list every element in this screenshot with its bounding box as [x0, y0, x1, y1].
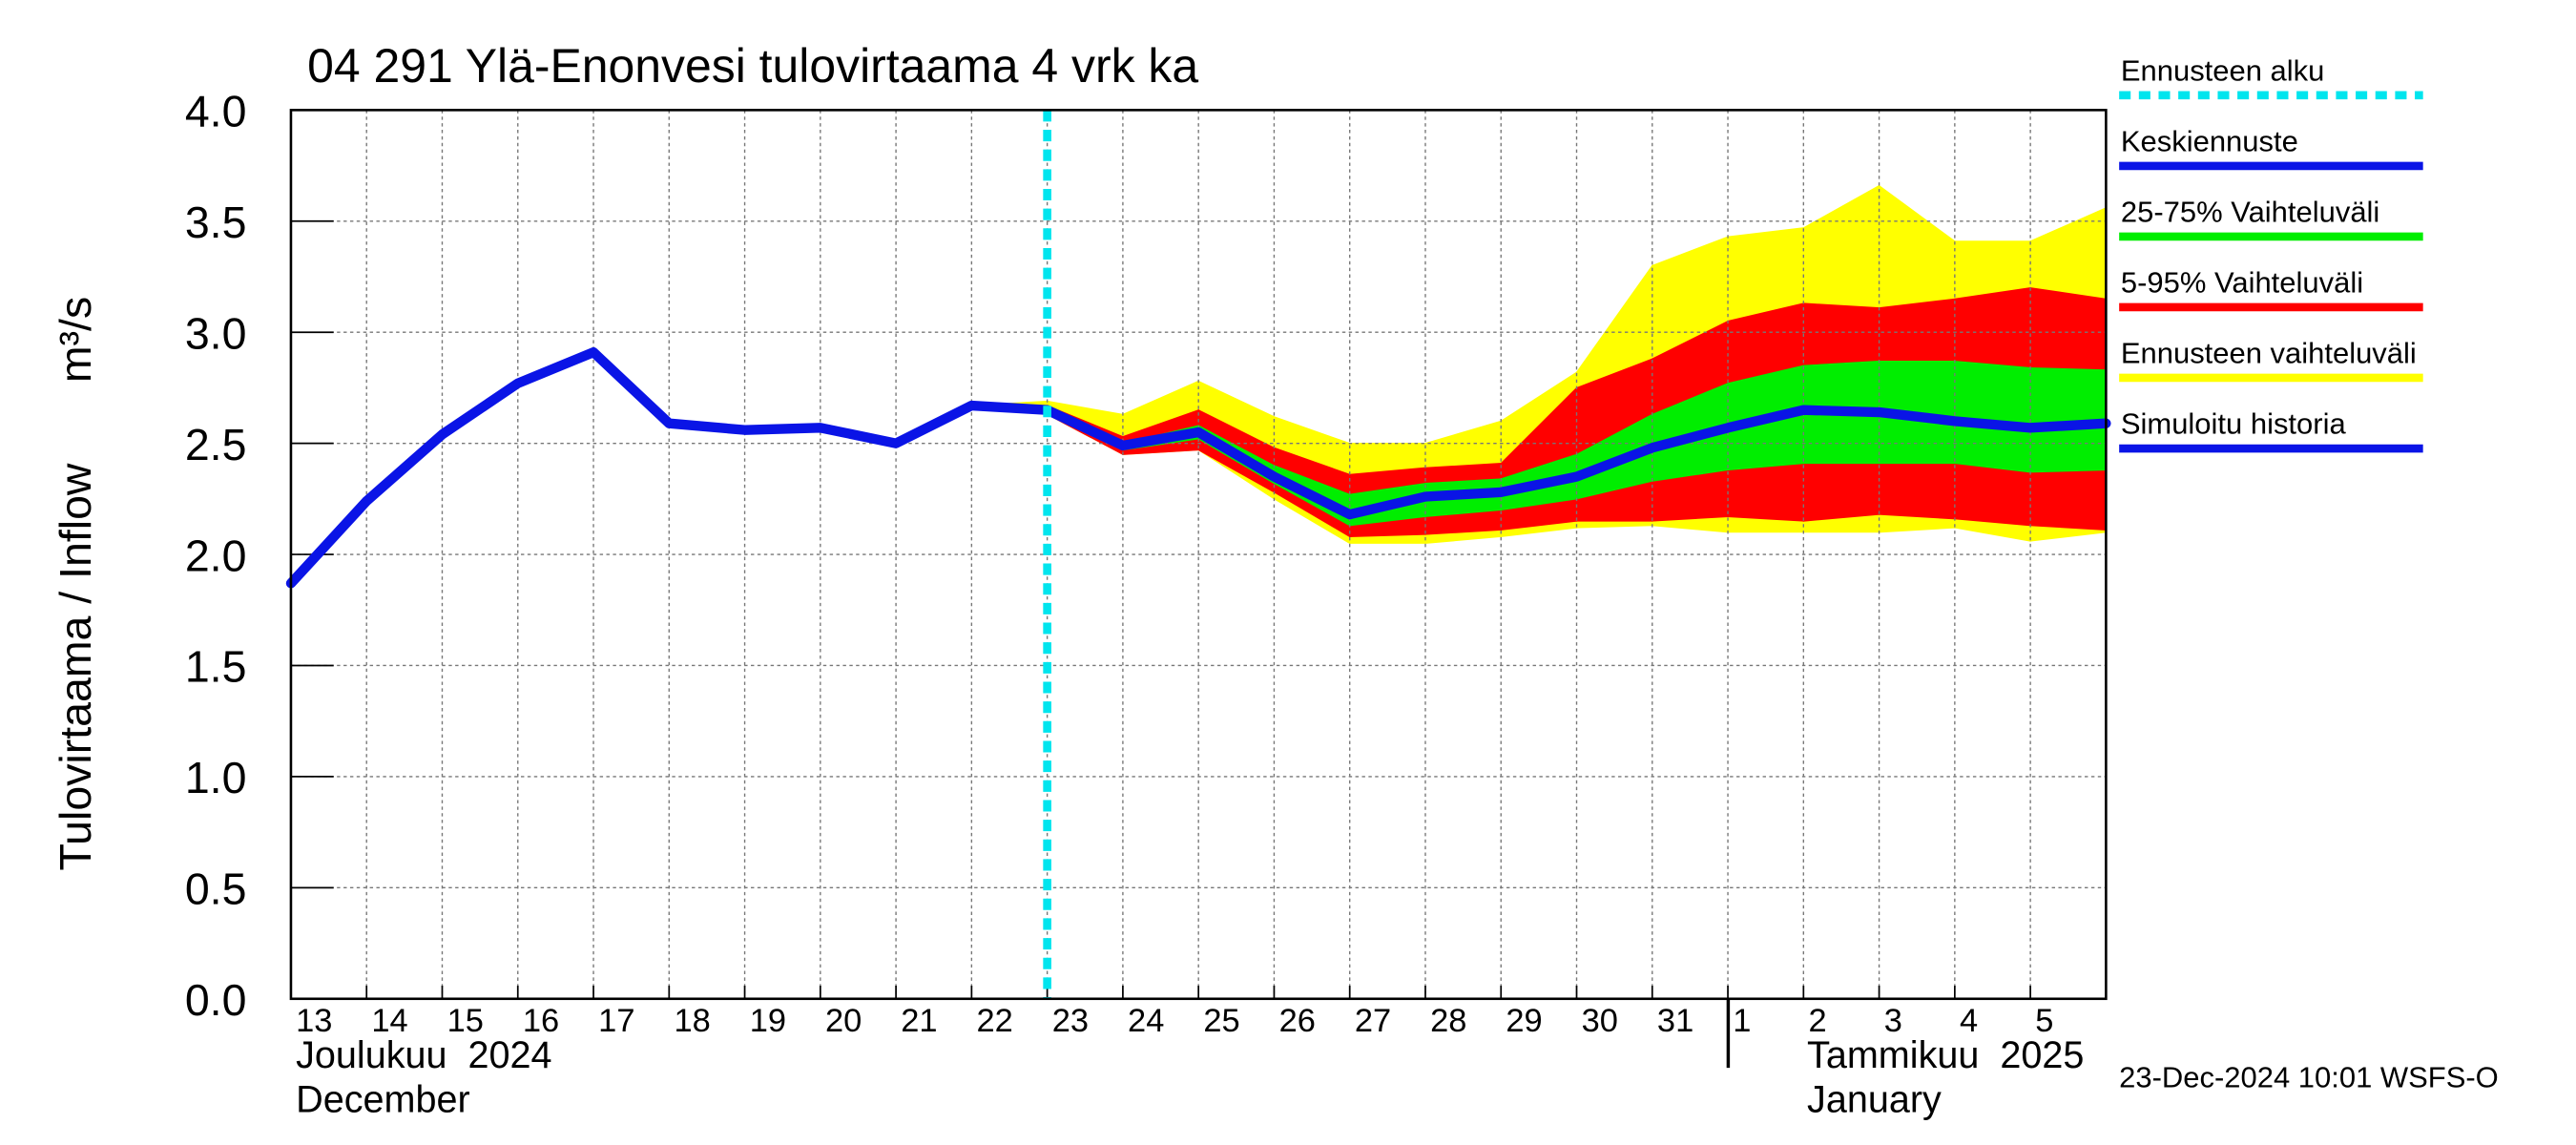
x-tick-label: 29	[1506, 1003, 1542, 1039]
y-tick-label: 1.5	[185, 642, 247, 692]
x-tick-label: 16	[523, 1003, 559, 1039]
x-tick-label: 30	[1582, 1003, 1618, 1039]
legend-label: Keskiennuste	[2121, 124, 2298, 157]
x-tick-label: 14	[371, 1003, 407, 1039]
x-tick-label: 21	[901, 1003, 937, 1039]
legend-label: 25-75% Vaihteluväli	[2121, 195, 2379, 228]
x-tick-label: 3	[1884, 1003, 1902, 1039]
y-tick-label: 2.0	[185, 531, 247, 580]
lines	[285, 110, 2111, 999]
y-tick-label: 0.0	[185, 975, 247, 1025]
x-tick-label: 1	[1733, 1003, 1751, 1039]
x-tick-label: 25	[1203, 1003, 1239, 1039]
x-tick-label: 20	[825, 1003, 862, 1039]
x-tick-label: 4	[1960, 1003, 1978, 1039]
x-tick-label: 23	[1052, 1003, 1089, 1039]
timestamp: 23-Dec-2024 10:01 WSFS-O	[2119, 1061, 2499, 1094]
y-tick-label: 4.0	[185, 87, 247, 136]
x-tick-label: 15	[447, 1003, 484, 1039]
series-line	[1042, 405, 2111, 520]
y-tick-label: 2.5	[185, 420, 247, 469]
legend-label: Ennusteen alku	[2121, 53, 2325, 87]
y-tick-label: 3.5	[185, 198, 247, 247]
legend: Ennusteen alku Keskiennuste 25-75% Vaihtel…	[2119, 53, 2423, 453]
x-tick-label: 2	[1808, 1003, 1826, 1039]
legend-label: Simuloitu historia	[2121, 407, 2347, 441]
plot-frame	[289, 109, 2108, 1001]
x-tick-label: 27	[1355, 1003, 1391, 1039]
y-axis-unit: m³/s	[51, 297, 100, 383]
legend-label: Ennusteen vaihteluväli	[2121, 336, 2417, 369]
x-tick-label: 22	[977, 1003, 1013, 1039]
legend-label: 5-95% Vaihteluväli	[2121, 265, 2363, 299]
x-tick-label: 5	[2035, 1003, 2053, 1039]
y-tick-label: 1.0	[185, 753, 247, 802]
x-tick-label: 18	[674, 1003, 710, 1039]
month-label: December	[296, 1079, 470, 1121]
x-tick-label: 19	[750, 1003, 786, 1039]
x-tick-label: 26	[1279, 1003, 1316, 1039]
month-label: January	[1807, 1079, 1942, 1121]
x-tick-label: 24	[1128, 1003, 1164, 1039]
chart-title: 04 291 Ylä-Enonvesi tulovirtaama 4 vrk k…	[307, 39, 1198, 93]
month-label: Tammikuu 2025	[1807, 1034, 2084, 1076]
x-tick-label: 13	[296, 1003, 332, 1039]
y-tick-label: 3.0	[185, 308, 247, 358]
x-tick-label: 28	[1430, 1003, 1466, 1039]
series-line	[285, 346, 1052, 589]
month-label: Joulukuu 2024	[296, 1034, 551, 1076]
y-axis-label: Tulovirtaama / Inflow	[51, 463, 100, 870]
bands	[971, 184, 2107, 545]
x-tick-label: 31	[1657, 1003, 1693, 1039]
x-tick-label: 17	[598, 1003, 634, 1039]
band-segment	[1954, 360, 2031, 473]
y-tick-label: 0.5	[185, 864, 247, 914]
